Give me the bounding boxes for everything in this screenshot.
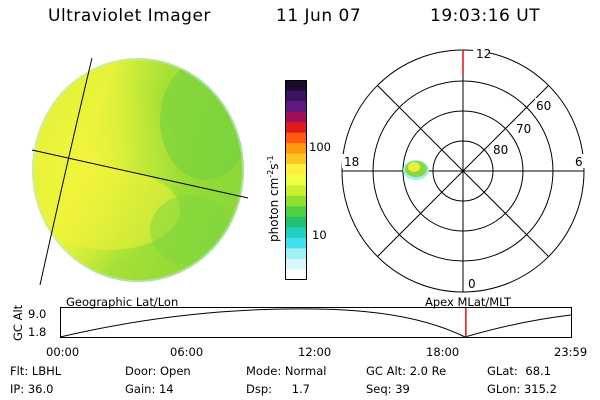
mlt-label-18: 18 <box>344 155 359 169</box>
timeline-ylabel: GC Alt <box>11 305 25 341</box>
latitude-line <box>31 149 249 199</box>
geographic-title: Geographic Lat/Lon <box>66 295 179 309</box>
footer-dsp: Dsp: 1.7 <box>246 382 310 396</box>
colorbar-band <box>285 153 307 165</box>
footer-flt: Flt: LBHL <box>10 364 62 378</box>
colorbar-band <box>285 132 307 144</box>
colorbar-band <box>285 111 307 123</box>
colorbar-band <box>285 269 307 280</box>
lat-label-60: 60 <box>536 99 551 113</box>
colorbar-band <box>285 143 307 155</box>
mlt-label-12: 12 <box>476 47 491 61</box>
colorbar-band <box>285 258 307 270</box>
mlt-label-0: 0 <box>468 277 476 291</box>
apex-title: Apex MLat/MLT <box>425 295 512 309</box>
xtick-2359: 23:59 <box>554 345 588 359</box>
colorbar-band <box>285 174 307 186</box>
mlt-label-6: 6 <box>575 155 583 169</box>
date-label: 11 Jun 07 <box>276 6 362 26</box>
xtick-1200: 12:00 <box>298 345 332 359</box>
time-label: 19:03:16 UT <box>430 6 541 26</box>
colorbar-band <box>285 237 307 249</box>
altitude-curve <box>60 308 572 338</box>
xtick-0000: 00:00 <box>46 345 80 359</box>
timeline-plot <box>60 307 572 338</box>
auroral-blob <box>403 160 429 180</box>
footer-mode: Mode: Normal <box>246 364 327 378</box>
colorbar-band <box>285 216 307 228</box>
earth-disk-image <box>32 58 244 282</box>
timeline-ylabel-text: GC Alt <box>11 305 25 341</box>
instrument-title: Ultraviolet Imager <box>48 6 211 26</box>
colorbar-band <box>285 206 307 218</box>
colorbar-band <box>285 185 307 197</box>
colorbar-band <box>285 248 307 260</box>
colorbar-band <box>285 227 307 239</box>
footer-glon: GLon: 315.2 <box>487 382 557 396</box>
colorbar-band <box>285 90 307 102</box>
footer-gain: Gain: 14 <box>125 382 174 396</box>
timeline-ymax: 9.0 <box>28 307 47 321</box>
colorbar-band <box>285 80 307 92</box>
xtick-1800: 18:00 <box>426 345 460 359</box>
colorbar-band <box>285 164 307 176</box>
timeline-ymin: 1.8 <box>28 325 47 339</box>
colorbar-band <box>285 195 307 207</box>
colorbar-band <box>285 101 307 113</box>
colorbar-border <box>285 80 307 280</box>
longitude-line <box>39 57 93 286</box>
colorbar-tick-100: 100 <box>309 140 331 154</box>
footer-door: Door: Open <box>125 364 191 378</box>
polar-plot: 12 18 6 0 60 70 80 <box>341 46 585 293</box>
footer-ip: IP: 36.0 <box>10 382 54 396</box>
footer-seq: Seq: 39 <box>366 382 410 396</box>
colorbar <box>285 80 307 280</box>
lat-label-70: 70 <box>516 122 531 136</box>
colorbar-band <box>285 122 307 134</box>
colorbar-tick-10: 10 <box>312 228 327 242</box>
colorbar-label: photon cm-2s-1 <box>266 155 281 242</box>
xtick-0600: 06:00 <box>170 345 204 359</box>
footer-gc-alt: GC Alt: 2.0 Re <box>366 364 447 378</box>
lat-label-80: 80 <box>493 143 508 157</box>
footer-glat: GLat: 68.1 <box>487 364 552 378</box>
svg-text:photon cm-2s-1: photon cm-2s-1 <box>266 155 281 242</box>
